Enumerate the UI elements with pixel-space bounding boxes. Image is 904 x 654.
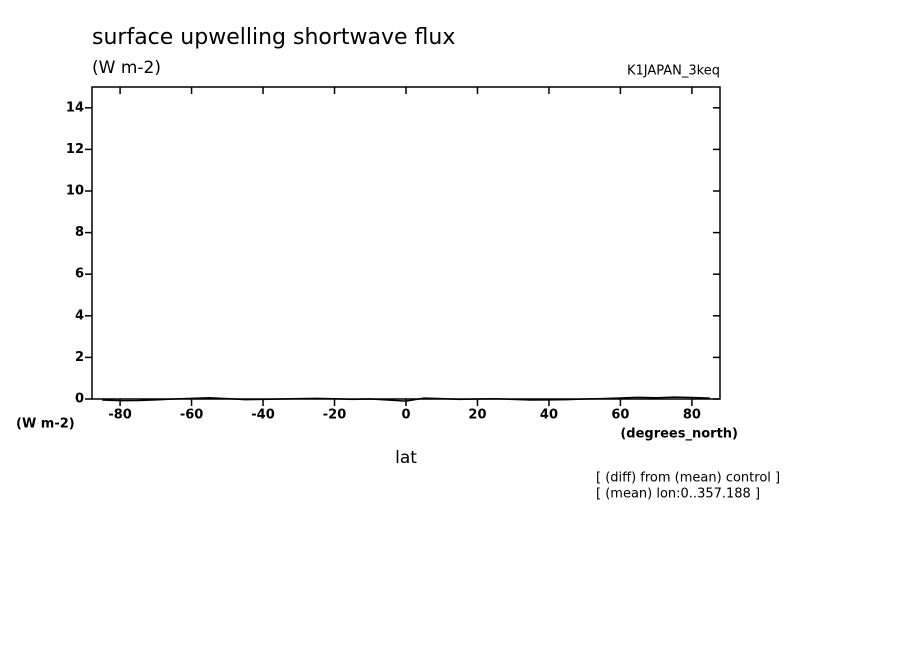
x-axis-unit: (degrees_north): [620, 427, 738, 442]
y-tick-label: 12: [66, 142, 84, 157]
x-tick-label: 40: [540, 408, 558, 423]
chart-title: surface upwelling shortwave flux: [92, 25, 455, 50]
y-tick-label: 14: [66, 100, 84, 115]
y-tick-label: 4: [75, 308, 84, 323]
x-tick-label: 0: [401, 408, 410, 423]
y-axis-label: (W m-2): [16, 417, 75, 432]
x-tick-label: -40: [251, 408, 275, 423]
y-tick-label: 0: [75, 392, 84, 407]
y-tick-label: 8: [75, 225, 84, 240]
x-tick-label: 20: [468, 408, 486, 423]
x-tick-label: 60: [611, 408, 629, 423]
annotation: [ (diff) from (mean) control ]: [596, 471, 780, 486]
plot-frame: [91, 86, 721, 400]
y-tick-label: 10: [66, 184, 84, 199]
run-label: K1JAPAN_3keq: [627, 64, 720, 79]
chart-subtitle: (W m-2): [92, 58, 161, 78]
x-axis-label: lat: [395, 448, 417, 468]
x-tick-label: 80: [683, 408, 701, 423]
x-tick-label: -80: [108, 408, 132, 423]
y-tick-label: 6: [75, 267, 84, 282]
x-tick-label: -20: [323, 408, 347, 423]
x-tick-label: -60: [180, 408, 204, 423]
data-line: [102, 396, 710, 402]
y-tick-label: 2: [75, 350, 84, 365]
annotation: [ (mean) lon:0..357.188 ]: [596, 487, 760, 502]
